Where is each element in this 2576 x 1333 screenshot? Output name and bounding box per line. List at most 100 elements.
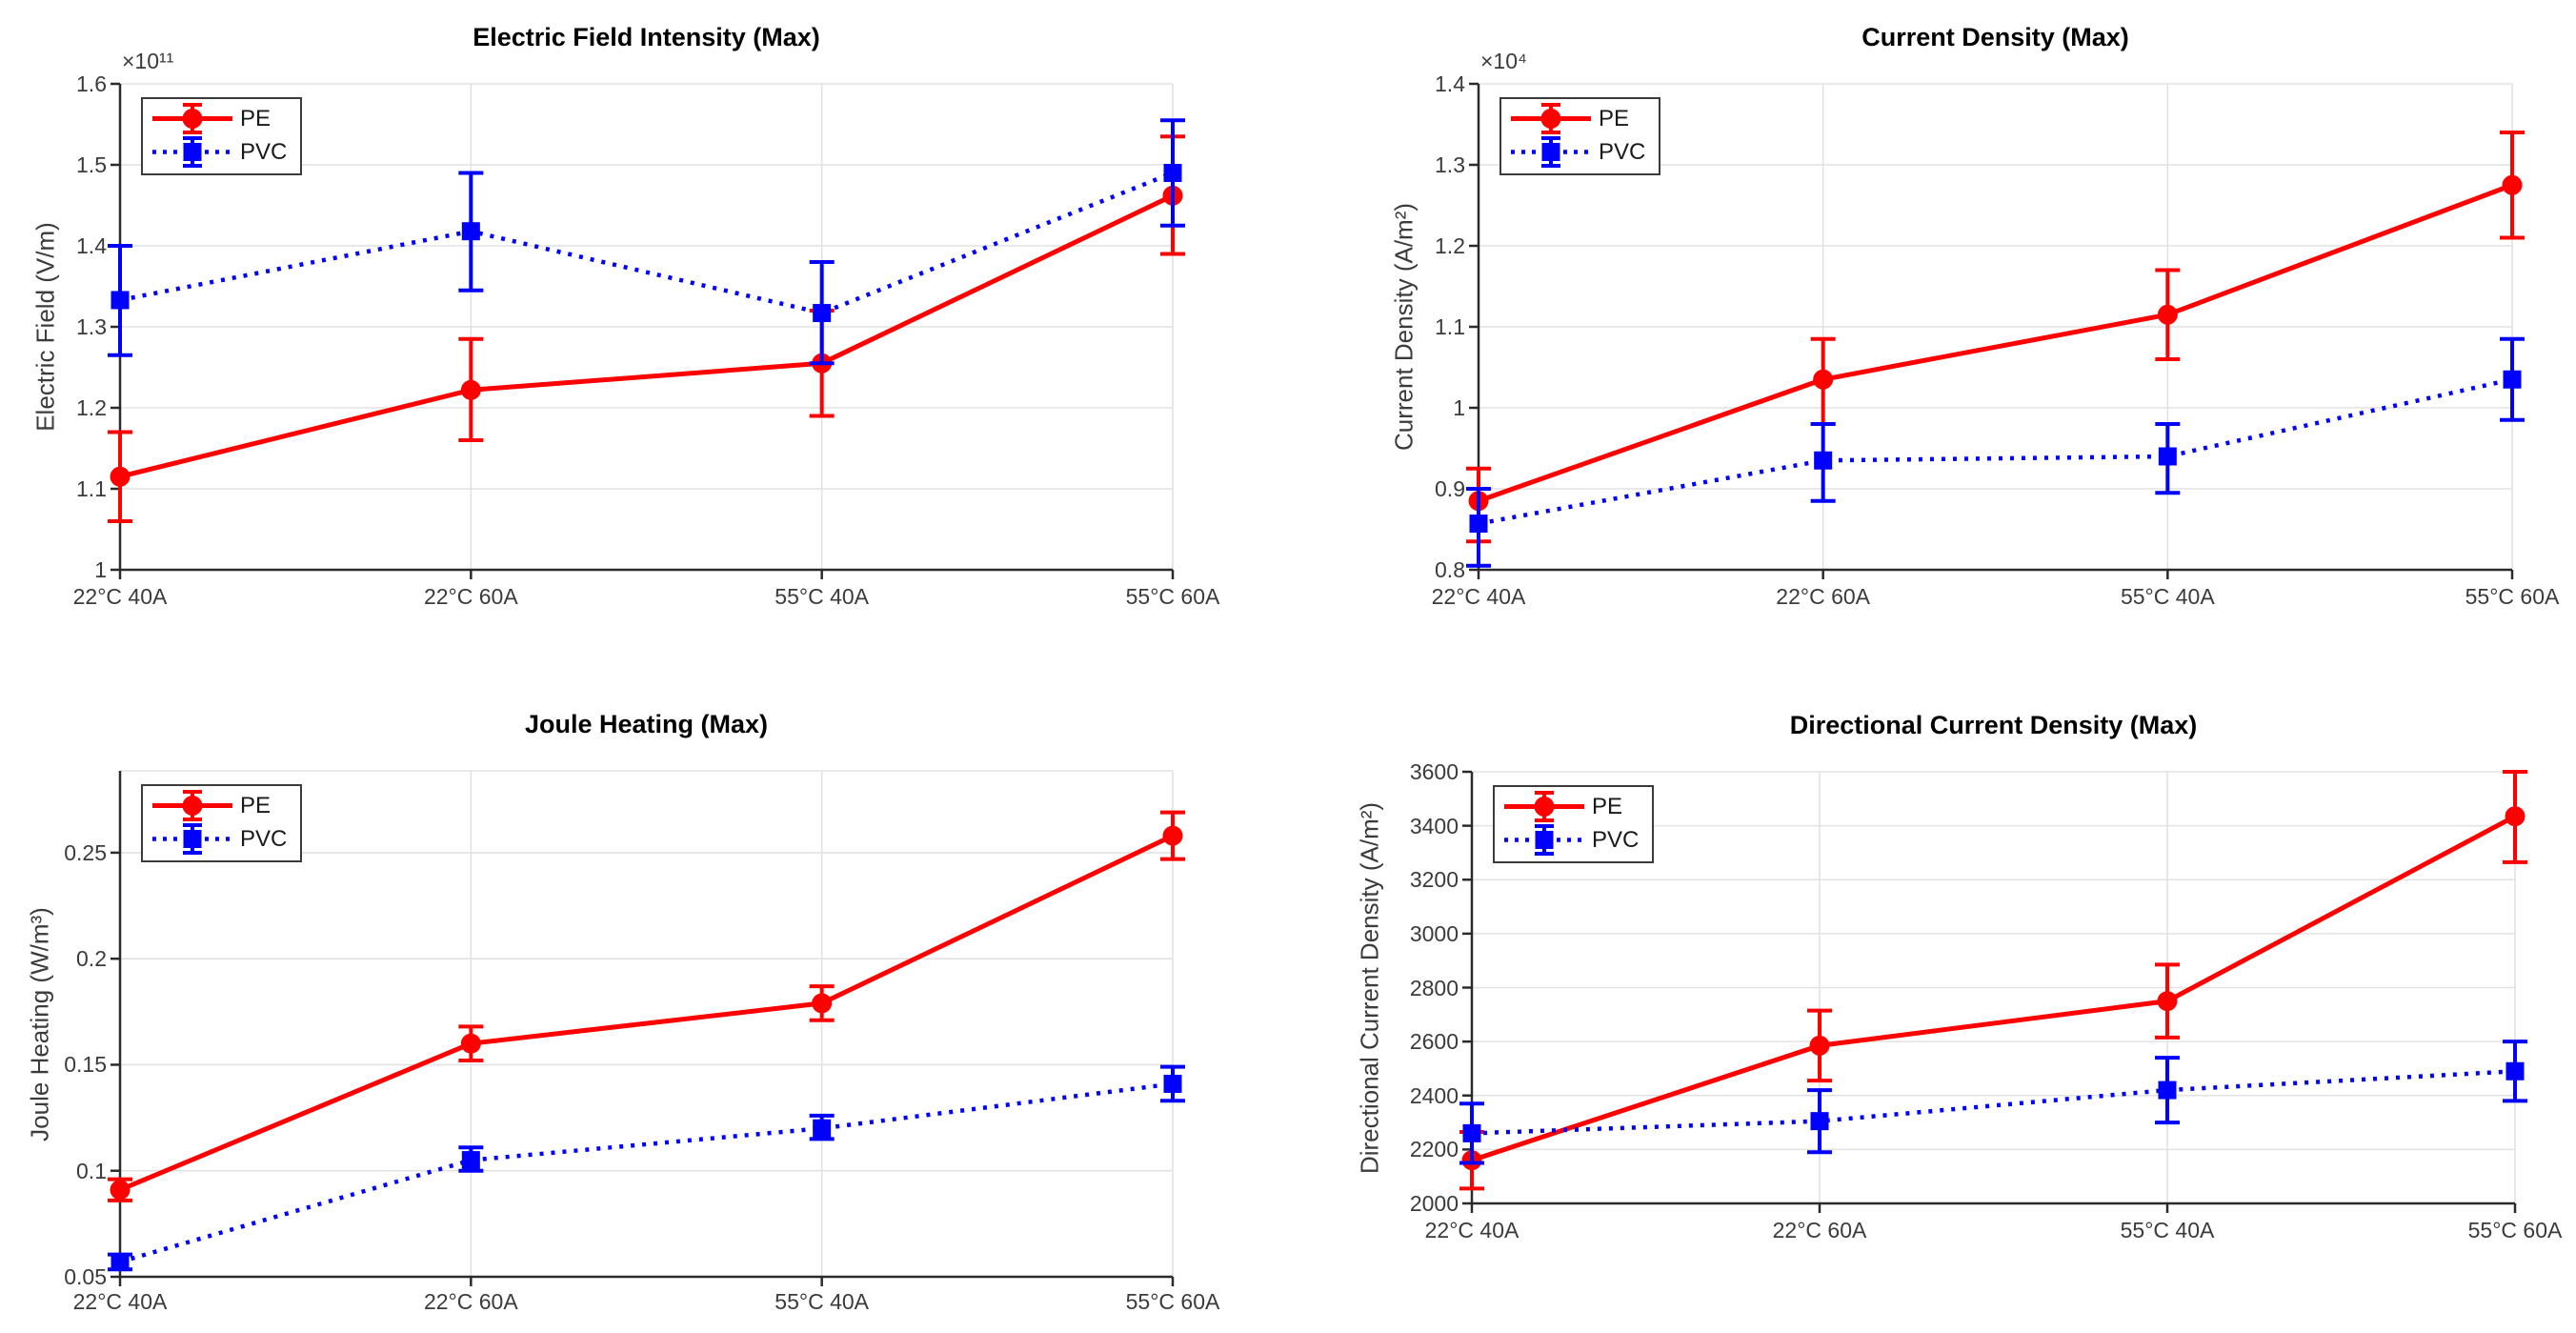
x-tick-label: 22°C 60A xyxy=(423,584,518,609)
square-marker-icon xyxy=(1462,1123,1481,1142)
legend-label: PE xyxy=(240,792,272,818)
chart-title: Directional Current Density (Max) xyxy=(1789,711,2198,739)
x-tick-label: 55°C 40A xyxy=(2120,1218,2215,1242)
legend-entry-pe: PE xyxy=(1502,790,1639,823)
series-line xyxy=(119,193,1175,479)
y-tick-label: 1 xyxy=(1453,395,1465,420)
x-tick-label: 22°C 40A xyxy=(72,1289,168,1314)
y-tick-label: 1.1 xyxy=(1435,314,1465,339)
y-tick-label: 0.25 xyxy=(64,839,107,865)
x-tick-label: 22°C 60A xyxy=(1772,1218,1867,1242)
circle-marker-icon xyxy=(460,379,481,400)
y-tick-label: 2800 xyxy=(1409,975,1459,1000)
pe-line-marker-icon xyxy=(152,790,232,821)
y-tick-label: 1.3 xyxy=(76,314,107,339)
series-line xyxy=(1478,182,2513,504)
y-tick-label: 0.8 xyxy=(1435,557,1465,582)
chart-title: Current Density (Max) xyxy=(1862,23,2129,51)
chart-title: Joule Heating (Max) xyxy=(524,710,769,738)
y-tick-label: 0.05 xyxy=(64,1264,107,1289)
legend-label: PE xyxy=(1599,105,1630,131)
square-marker-icon xyxy=(461,222,480,241)
x-tick-label: 55°C 60A xyxy=(2467,1218,2563,1242)
series-line xyxy=(119,1081,1174,1264)
pe-line-marker-icon xyxy=(1511,103,1591,134)
x-tick-label: 55°C 40A xyxy=(2120,584,2215,609)
y-tick-label: 2600 xyxy=(1409,1029,1459,1055)
y-axis-scale-label: ×10¹¹ xyxy=(122,49,174,73)
legend: PE PVC xyxy=(141,97,303,175)
legend-label: PE xyxy=(240,105,272,131)
circle-marker-icon xyxy=(1809,1035,1830,1056)
square-marker-icon xyxy=(2158,447,2177,466)
legend-label: PE xyxy=(1592,793,1623,819)
square-marker-icon xyxy=(1814,451,1833,470)
x-tick-label: 22°C 40A xyxy=(72,584,168,609)
legend-entry-pvc: PVC xyxy=(1509,135,1645,169)
legend: PE PVC xyxy=(1493,785,1655,863)
square-marker-icon xyxy=(2158,1081,2177,1100)
y-tick-label: 2000 xyxy=(1409,1191,1459,1216)
pvc-line-marker-icon xyxy=(152,823,232,855)
y-tick-label: 2400 xyxy=(1409,1082,1459,1108)
pe-line-marker-icon xyxy=(152,103,232,134)
x-tick-label: 55°C 60A xyxy=(2465,584,2560,609)
circle-marker-icon xyxy=(110,1180,131,1201)
legend-label: PVC xyxy=(240,138,288,165)
legend: PE PVC xyxy=(141,784,303,862)
y-tick-label: 3600 xyxy=(1409,759,1459,784)
legend-entry-pvc: PVC xyxy=(151,822,287,856)
x-tick-label: 55°C 60A xyxy=(1125,584,1220,609)
legend-entry-pe: PE xyxy=(151,789,287,822)
legend-entry-pvc: PVC xyxy=(1502,823,1639,857)
legend-entry-pvc: PVC xyxy=(151,135,287,169)
pvc-line-marker-icon xyxy=(1504,824,1584,856)
square-marker-icon xyxy=(1469,515,1488,534)
y-tick-label: 3400 xyxy=(1409,813,1459,838)
y-tick-label: 1.4 xyxy=(1435,71,1465,96)
x-tick-label: 55°C 40A xyxy=(775,1289,870,1314)
y-tick-label: 3200 xyxy=(1409,867,1459,893)
x-tick-label: 22°C 40A xyxy=(1424,1218,1519,1242)
square-marker-icon xyxy=(813,304,832,323)
x-tick-label: 22°C 60A xyxy=(1776,584,1871,609)
square-marker-icon xyxy=(1810,1112,1829,1131)
series-line xyxy=(119,171,1174,315)
square-marker-icon xyxy=(1163,1074,1182,1093)
circle-marker-icon xyxy=(812,993,833,1014)
pe-line-marker-icon xyxy=(1504,791,1584,822)
y-tick-label: 0.15 xyxy=(64,1052,107,1078)
y-tick-label: 0.1 xyxy=(76,1158,107,1183)
legend-label: PVC xyxy=(240,825,288,852)
legend-entry-pe: PE xyxy=(1509,102,1645,135)
legend: PE PVC xyxy=(1499,97,1661,175)
circle-marker-icon xyxy=(2157,991,2178,1012)
y-tick-label: 2200 xyxy=(1409,1137,1459,1162)
series-line xyxy=(1471,814,2517,1163)
y-tick-label: 1.6 xyxy=(76,71,107,96)
y-tick-label: 1.2 xyxy=(76,395,107,420)
chart-title: Electric Field Intensity (Max) xyxy=(473,23,820,51)
y-tick-label: 1.3 xyxy=(1435,152,1465,177)
y-tick-label: 1 xyxy=(94,557,107,582)
x-tick-label: 22°C 40A xyxy=(1431,584,1526,609)
y-axis-label: Joule Heating (W/m³) xyxy=(25,906,54,1141)
square-marker-icon xyxy=(813,1119,832,1138)
circle-marker-icon xyxy=(2505,806,2526,827)
square-marker-icon xyxy=(1163,164,1182,182)
circle-marker-icon xyxy=(460,1033,481,1054)
circle-marker-icon xyxy=(2157,304,2178,325)
square-marker-icon xyxy=(2503,370,2522,389)
x-tick-label: 55°C 60A xyxy=(1125,1289,1220,1314)
square-marker-icon xyxy=(111,1252,130,1271)
pvc-line-marker-icon xyxy=(152,136,232,168)
series-line xyxy=(119,833,1175,1193)
x-tick-label: 22°C 60A xyxy=(423,1289,518,1314)
circle-marker-icon xyxy=(2502,174,2523,195)
legend-label: PVC xyxy=(1599,138,1646,165)
square-marker-icon xyxy=(111,291,130,310)
circle-marker-icon xyxy=(1162,825,1183,846)
y-tick-label: 1.5 xyxy=(76,152,107,177)
y-tick-label: 1.1 xyxy=(76,476,107,501)
